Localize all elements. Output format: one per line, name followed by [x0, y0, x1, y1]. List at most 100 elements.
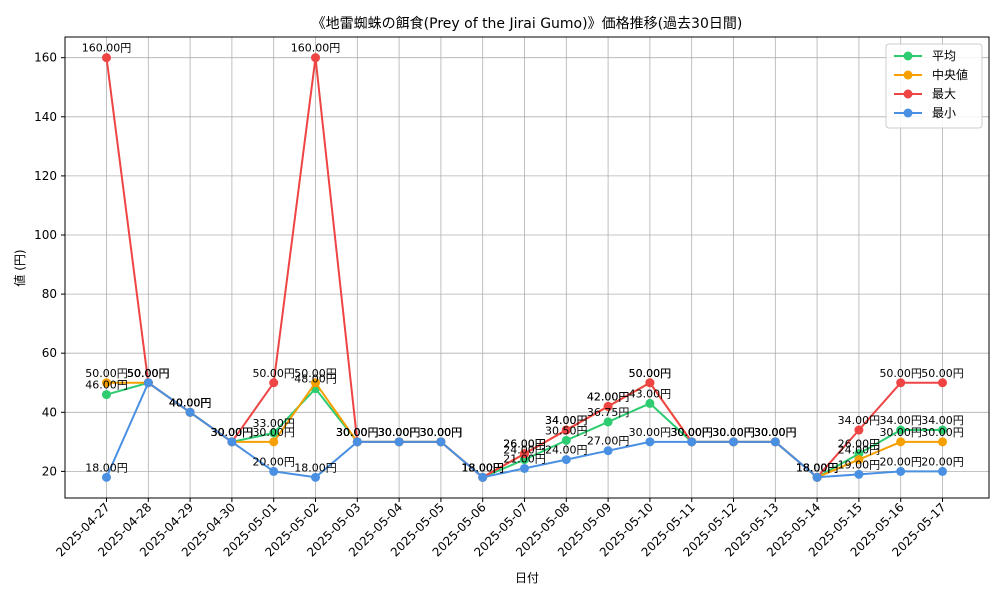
data-label-最小: 30.00円	[670, 426, 713, 439]
legend-frame	[885, 43, 983, 129]
data-label-平均: 30.00円	[754, 426, 797, 439]
data-label-平均: 18.00円	[461, 461, 504, 474]
data-point-最大	[645, 378, 655, 388]
data-label-最大: 30.00円	[420, 426, 463, 439]
data-label-最大: 160.00円	[291, 42, 341, 55]
data-point-平均	[561, 435, 571, 445]
data-point-最大	[311, 53, 320, 63]
data-point-最小	[478, 472, 488, 482]
data-point-最小	[436, 437, 446, 447]
data-label-中央値: 18.00円	[461, 461, 504, 474]
data-point-最小	[102, 472, 111, 482]
data-label-中央値: 42.00円	[587, 390, 630, 403]
data-label-最大: 34.00円	[838, 414, 881, 427]
data-label-平均: 26.00円	[838, 438, 881, 451]
data-label-平均: 34.00円	[921, 414, 964, 427]
data-label-最大: 50.00円	[629, 367, 672, 380]
data-label-平均: 30.00円	[420, 426, 463, 439]
data-point-最小	[770, 437, 780, 447]
data-label-最大: 34.00円	[545, 414, 588, 427]
data-point-最大	[854, 425, 864, 435]
legend-marker-中央値	[903, 70, 913, 80]
data-point-最小	[185, 407, 195, 417]
data-label-平均: 30.00円	[336, 426, 379, 439]
data-label-最小: 30.00円	[336, 426, 379, 439]
y-tick-label: 120	[34, 169, 57, 183]
y-tick-label: 40	[42, 405, 57, 419]
y-tick-label: 100	[34, 228, 57, 242]
data-point-最大	[520, 449, 529, 459]
data-label-最小: 50.00円	[127, 367, 170, 380]
data-label-最大: 26.00円	[503, 438, 546, 451]
data-label-最小: 18.00円	[85, 461, 128, 474]
chart-title: 《地雷蜘蛛の餌食(Prey of the Jirai Gumo)》価格推移(過去…	[312, 15, 743, 32]
data-point-最小	[561, 455, 571, 465]
data-point-最大	[896, 378, 906, 388]
data-label-最小: 30.00円	[378, 426, 421, 439]
series-layer	[102, 53, 947, 482]
data-label-最小: 30.00円	[754, 426, 797, 439]
y-tick-label: 60	[42, 346, 57, 360]
x-axis-label: 日付	[515, 571, 539, 585]
data-label-平均: 40.00円	[169, 396, 212, 409]
data-label-平均: 34.00円	[879, 414, 922, 427]
data-point-最大	[561, 425, 571, 435]
data-label-中央値: 18.00円	[796, 461, 839, 474]
data-label-最大: 30.00円	[378, 426, 421, 439]
data-point-中央値	[269, 437, 279, 447]
data-label-最大: 160.00円	[82, 42, 132, 55]
data-point-最小	[938, 466, 947, 476]
data-point-最小	[896, 466, 906, 476]
data-label-中央値: 30.00円	[420, 426, 463, 439]
data-label-中央値: 30.00円	[921, 426, 964, 439]
data-label-中央値: 50.00円	[85, 367, 128, 380]
data-label-layer: 46.00円50.00円40.00円30.00円33.00円48.00円30.0…	[82, 42, 964, 475]
data-point-平均	[102, 390, 111, 400]
data-label-最大: 50.00円	[252, 367, 295, 380]
data-point-最小	[687, 437, 697, 447]
data-label-最大: 30.00円	[211, 426, 254, 439]
data-point-平均	[603, 417, 613, 427]
data-point-最大	[102, 53, 111, 63]
data-point-平均	[896, 425, 906, 435]
data-point-最大	[938, 378, 947, 388]
data-label-最小: 30.00円	[420, 426, 463, 439]
data-label-最大: 42.00円	[587, 390, 630, 403]
data-point-中央値	[854, 455, 864, 465]
data-label-平均: 24.00円	[503, 444, 546, 457]
data-label-最大: 50.00円	[127, 367, 170, 380]
data-label-平均: 36.75円	[587, 406, 630, 419]
data-label-中央値: 30.00円	[879, 426, 922, 439]
data-label-中央値: 30.00円	[670, 426, 713, 439]
data-point-最小	[812, 472, 822, 482]
data-label-中央値: 50.00円	[127, 367, 170, 380]
data-point-最小	[311, 472, 320, 482]
data-label-最大: 18.00円	[461, 461, 504, 474]
data-point-最小	[394, 437, 404, 447]
data-point-平均	[269, 428, 279, 438]
data-label-平均: 50.00円	[127, 367, 170, 380]
data-label-最小: 18.00円	[461, 461, 504, 474]
data-label-中央値: 30.00円	[252, 426, 295, 439]
data-point-中央値	[896, 437, 906, 447]
data-label-最小: 24.00円	[545, 444, 588, 457]
data-point-中央値	[311, 378, 320, 388]
data-point-最小	[352, 437, 362, 447]
data-point-最小	[645, 437, 655, 447]
data-label-最大: 50.00円	[879, 367, 922, 380]
data-label-平均: 30.00円	[670, 426, 713, 439]
legend-label-中央値: 中央値	[932, 67, 968, 82]
data-point-最小	[143, 378, 153, 388]
data-label-最小: 27.00円	[587, 435, 630, 448]
legend-label-平均: 平均	[932, 49, 956, 63]
data-label-最大: 30.00円	[754, 426, 797, 439]
grid-layer	[65, 37, 989, 498]
data-point-最小	[854, 469, 864, 479]
data-label-最大: 30.00円	[336, 426, 379, 439]
data-point-最小	[227, 437, 237, 447]
data-label-最小: 30.00円	[629, 426, 672, 439]
data-point-最小	[269, 466, 279, 476]
data-label-最小: 20.00円	[921, 455, 964, 468]
data-label-最小: 21.00円	[503, 452, 546, 465]
